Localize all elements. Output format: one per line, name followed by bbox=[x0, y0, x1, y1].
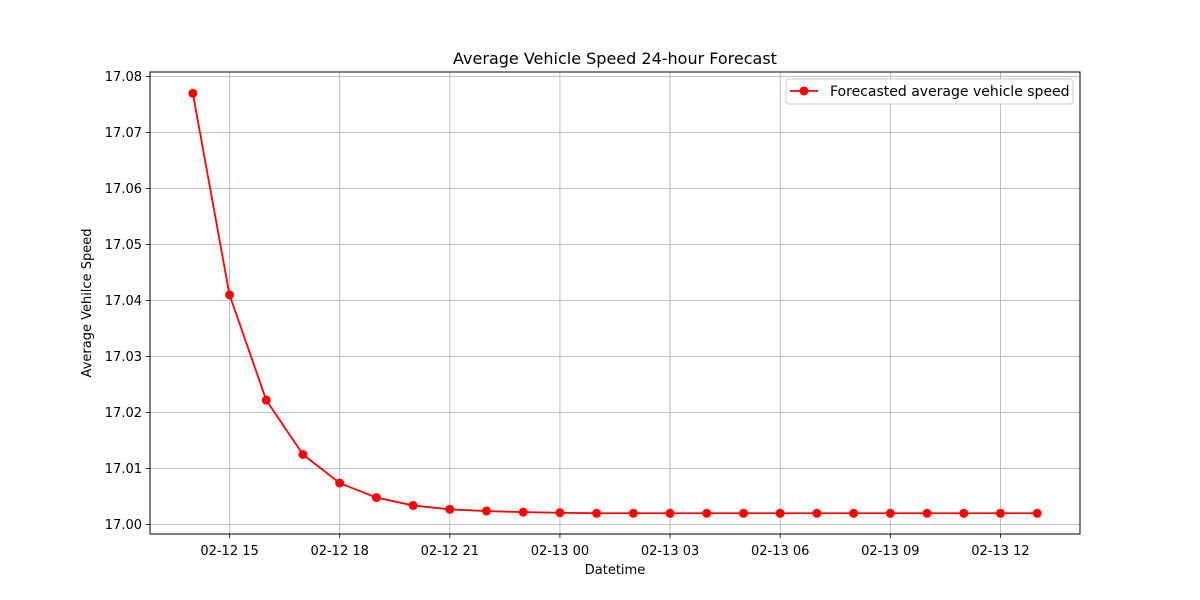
data-point bbox=[371, 493, 381, 503]
x-tick-label: 02-13 12 bbox=[971, 544, 1029, 559]
data-point bbox=[812, 508, 822, 518]
data-point bbox=[849, 508, 859, 518]
data-point bbox=[738, 508, 748, 518]
data-point bbox=[445, 504, 455, 514]
data-point bbox=[665, 508, 675, 518]
y-tick-label: 17.06 bbox=[105, 182, 142, 197]
y-tick-label: 17.04 bbox=[105, 294, 142, 309]
data-point bbox=[518, 507, 528, 517]
x-tick-label: 02-13 00 bbox=[531, 544, 589, 559]
x-tick-label: 02-13 06 bbox=[751, 544, 809, 559]
legend-marker-swatch bbox=[799, 86, 809, 96]
y-axis-title: Average Vehilce Speed bbox=[80, 229, 95, 378]
legend-box bbox=[785, 78, 1074, 105]
x-tick-label: 02-13 09 bbox=[861, 544, 919, 559]
y-tick-label: 17.03 bbox=[105, 350, 142, 365]
legend-label: Forecasted average vehicle speed bbox=[830, 84, 1070, 100]
grid bbox=[150, 72, 1080, 534]
data-point bbox=[335, 478, 345, 488]
data-point bbox=[592, 508, 602, 518]
x-axis-title: Datetime bbox=[585, 563, 645, 578]
data-point bbox=[188, 88, 198, 98]
data-point bbox=[959, 508, 969, 518]
x-tick-label: 02-13 03 bbox=[641, 544, 699, 559]
y-tick-label: 17.07 bbox=[105, 126, 142, 141]
series-line bbox=[191, 92, 1039, 515]
y-tick-label: 17.05 bbox=[105, 238, 142, 253]
x-tick-label: 02-12 15 bbox=[200, 544, 258, 559]
x-tick-label: 02-12 21 bbox=[421, 544, 479, 559]
data-point bbox=[261, 395, 271, 405]
data-point bbox=[1032, 508, 1042, 518]
data-point bbox=[628, 508, 638, 518]
data-point bbox=[995, 508, 1005, 518]
data-point bbox=[702, 508, 712, 518]
data-point bbox=[408, 500, 418, 510]
y-axis: 17.00 17.01 17.02 17.03 17.04 17.05 17.06 17.07… bbox=[105, 70, 150, 533]
x-axis: 02-12 15 02-12 18 02-12 21 02-13 00 02-13 03… bbox=[200, 534, 1030, 559]
y-tick-label: 17.01 bbox=[105, 462, 142, 477]
y-tick-label: 17.02 bbox=[105, 406, 142, 421]
data-point bbox=[555, 508, 565, 518]
series bbox=[188, 88, 1042, 518]
y-tick-label: 17.00 bbox=[105, 518, 142, 533]
legend: Forecasted average vehicle speed bbox=[785, 78, 1074, 105]
data-point bbox=[922, 508, 932, 518]
x-tick-label: 02-12 18 bbox=[310, 544, 368, 559]
plot-area-frame bbox=[149, 71, 1081, 535]
data-point bbox=[775, 508, 785, 518]
chart-title: Average Vehicle Speed 24-hour Forecast bbox=[453, 49, 777, 68]
data-point bbox=[225, 290, 235, 300]
data-point bbox=[298, 449, 308, 459]
y-tick-label: 17.08 bbox=[105, 70, 142, 85]
data-point bbox=[482, 506, 492, 516]
data-point bbox=[885, 508, 895, 518]
